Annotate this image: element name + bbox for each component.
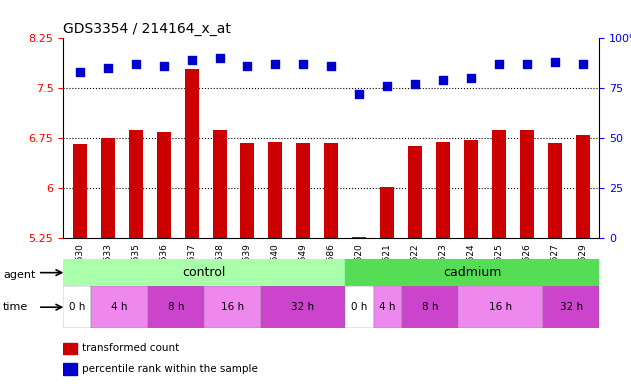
Bar xyxy=(261,286,345,328)
Point xyxy=(270,61,280,68)
Bar xyxy=(148,286,204,328)
Text: control: control xyxy=(182,266,226,279)
Bar xyxy=(73,144,87,238)
Point xyxy=(131,61,141,68)
Text: 8 h: 8 h xyxy=(168,302,184,312)
Bar xyxy=(458,286,543,328)
Bar xyxy=(575,135,590,238)
Text: 32 h: 32 h xyxy=(292,302,315,312)
Point xyxy=(438,77,448,83)
Bar xyxy=(380,187,394,238)
Text: percentile rank within the sample: percentile rank within the sample xyxy=(82,364,257,374)
Point xyxy=(550,59,560,65)
Bar xyxy=(324,143,338,238)
Point xyxy=(494,61,504,68)
Point xyxy=(103,65,113,71)
Text: 16 h: 16 h xyxy=(489,302,512,312)
Bar xyxy=(352,237,366,238)
Bar xyxy=(101,137,115,238)
Text: GDS3354 / 214164_x_at: GDS3354 / 214164_x_at xyxy=(63,22,231,36)
Point xyxy=(522,61,532,68)
Point xyxy=(158,63,168,70)
Bar xyxy=(436,142,450,238)
Bar xyxy=(492,129,506,238)
Point xyxy=(298,61,309,68)
Bar xyxy=(240,143,254,238)
Bar xyxy=(213,129,227,238)
Bar xyxy=(520,129,534,238)
Text: 32 h: 32 h xyxy=(560,302,583,312)
Text: agent: agent xyxy=(3,270,35,280)
Bar xyxy=(185,69,199,238)
Point xyxy=(326,63,336,70)
Point xyxy=(354,91,364,98)
Bar xyxy=(345,286,374,328)
Bar xyxy=(156,132,170,238)
Bar xyxy=(268,142,283,238)
Bar xyxy=(63,286,91,328)
Point xyxy=(577,61,587,68)
Bar xyxy=(402,286,458,328)
Point xyxy=(215,55,225,61)
Bar xyxy=(63,363,76,375)
Point xyxy=(242,63,252,70)
Bar xyxy=(543,286,599,328)
Bar xyxy=(129,129,143,238)
Bar xyxy=(345,259,599,286)
Bar xyxy=(63,343,76,354)
Text: 4 h: 4 h xyxy=(111,302,128,312)
Bar xyxy=(91,286,148,328)
Point xyxy=(382,83,392,89)
Text: transformed count: transformed count xyxy=(82,343,179,353)
Text: 0 h: 0 h xyxy=(351,302,368,312)
Text: 0 h: 0 h xyxy=(69,302,85,312)
Text: 16 h: 16 h xyxy=(221,302,244,312)
Bar xyxy=(548,143,562,238)
Bar xyxy=(204,286,261,328)
Text: time: time xyxy=(3,302,28,312)
Point xyxy=(187,57,197,63)
Bar xyxy=(374,286,402,328)
Bar xyxy=(297,143,310,238)
Text: cadmium: cadmium xyxy=(443,266,502,279)
Point xyxy=(466,75,476,81)
Bar xyxy=(408,146,422,238)
Point xyxy=(410,81,420,88)
Text: 4 h: 4 h xyxy=(379,302,396,312)
Bar xyxy=(63,259,345,286)
Text: 8 h: 8 h xyxy=(422,302,439,312)
Point xyxy=(75,69,85,75)
Bar xyxy=(464,140,478,238)
